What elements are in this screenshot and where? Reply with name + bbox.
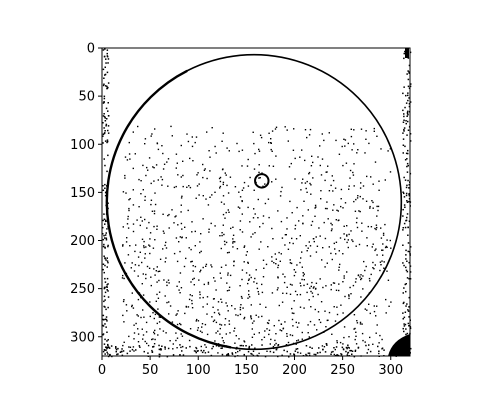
y-tick-label: 150 bbox=[70, 186, 95, 201]
y-tick-label: 50 bbox=[78, 90, 95, 105]
x-tick-label: 50 bbox=[142, 363, 159, 378]
x-tick-label: 200 bbox=[282, 363, 307, 378]
y-tick-label: 300 bbox=[70, 330, 95, 345]
y-axis: 0 50 100 150 200 250 300 bbox=[70, 42, 102, 345]
x-tick-label: 300 bbox=[378, 363, 403, 378]
x-tick-label: 100 bbox=[186, 363, 211, 378]
x-axis: 0 50 100 150 200 250 300 bbox=[98, 356, 403, 378]
axes-frame bbox=[101, 47, 411, 357]
y-tick-label: 0 bbox=[87, 42, 95, 57]
y-tick-label: 100 bbox=[70, 138, 95, 153]
x-tick-label: 0 bbox=[98, 363, 106, 378]
dark-corner-blob bbox=[388, 48, 410, 356]
image-area bbox=[102, 48, 410, 356]
y-tick-label: 200 bbox=[70, 234, 95, 249]
y-tick-label: 250 bbox=[70, 282, 95, 297]
small-circle-feature bbox=[254, 173, 270, 189]
ring-left-rim bbox=[105, 69, 232, 349]
x-tick-label: 250 bbox=[330, 363, 355, 378]
x-tick-label: 150 bbox=[234, 363, 259, 378]
